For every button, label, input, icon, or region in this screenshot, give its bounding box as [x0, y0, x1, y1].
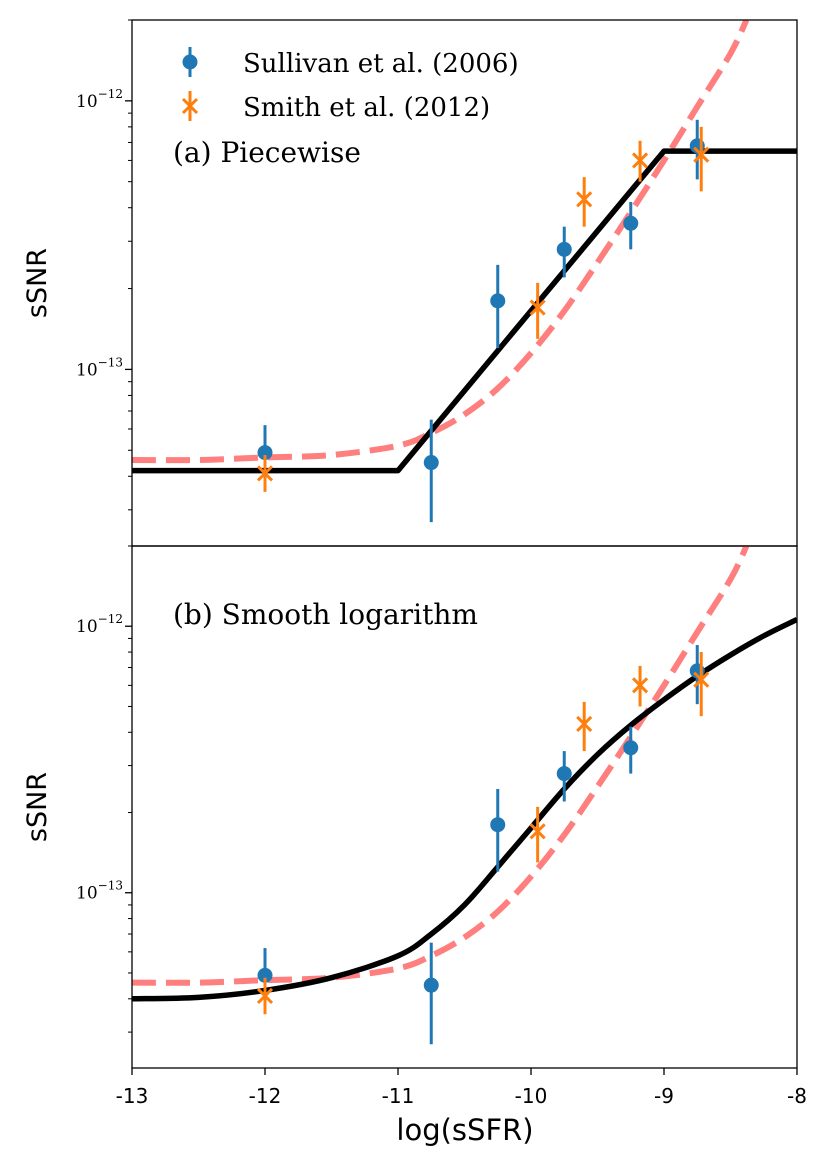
- reference-model-curve: [132, 20, 750, 464]
- sullivan-point: [257, 445, 273, 461]
- sullivan-point: [423, 455, 439, 471]
- y-tick-label-0: 10−12: [76, 612, 123, 637]
- y-tick-label-1: 10−13: [76, 879, 123, 904]
- x-tick-label: -12: [249, 1084, 282, 1108]
- y-tick-label-0: 10−12: [76, 87, 123, 112]
- sullivan-point: [556, 766, 572, 782]
- x-tick-label: -9: [654, 1084, 674, 1108]
- panel-b-label: (b) Smooth logarithm: [173, 598, 478, 631]
- panel-b-y-axis-label: sSNR: [22, 772, 53, 842]
- smith-point-stroke: [529, 299, 546, 316]
- smith-point: [631, 152, 649, 169]
- sullivan-point: [556, 241, 572, 257]
- smith-point-stroke: [631, 677, 649, 694]
- y-tick-label-1: 10−13: [76, 355, 123, 380]
- x-tick-label: -8: [787, 1084, 807, 1108]
- sullivan-point: [257, 967, 273, 983]
- smith-point: [631, 677, 649, 694]
- smith-point: [529, 299, 546, 316]
- panel-b-x-ticks: -13 -12 -11 -10 -9 -8: [116, 1068, 807, 1108]
- smith-point-stroke: [576, 715, 593, 732]
- reference-model-curve: [132, 546, 750, 986]
- legend: Sullivan et al. (2006) Smith et al. (201…: [181, 47, 519, 123]
- panel-a-y-axis-label: sSNR: [22, 248, 53, 318]
- panel-a-markers: [256, 119, 710, 523]
- panel-a: 10−12 10−13 sSNR (a) Piecewise Sullivan e…: [22, 19, 798, 547]
- panel-b-y-ticks: 10−12 10−13: [76, 545, 132, 1033]
- x-tick-label: -13: [116, 1084, 149, 1108]
- smith-point: [693, 146, 710, 163]
- sullivan-point: [623, 215, 639, 231]
- legend-sullivan-label: Sullivan et al. (2006): [243, 49, 519, 79]
- smith-point: [576, 715, 593, 732]
- sullivan-point: [623, 740, 639, 756]
- smith-point: [256, 987, 274, 1005]
- smith-point: [693, 671, 710, 688]
- x-axis-label: log(sSFR): [396, 1113, 533, 1147]
- smith-point-stroke: [529, 823, 546, 840]
- x-tick-label: -11: [382, 1084, 415, 1108]
- smith-point-stroke: [693, 671, 710, 688]
- smith-point-stroke: [631, 152, 649, 169]
- legend-smith-label: Smith et al. (2012): [243, 93, 490, 123]
- smith-point-stroke: [693, 146, 710, 163]
- panel-a-y-ticks: 10−12 10−13: [76, 19, 132, 511]
- smith-point: [529, 823, 546, 840]
- panel-b: 10−12 10−13 -13 -12 -11 -10 -9 -8 sSNR (b) Smo…: [22, 545, 807, 1147]
- smith-point-stroke: [256, 465, 274, 482]
- sullivan-point: [423, 977, 439, 993]
- sullivan-point: [490, 817, 506, 833]
- smith-point-stroke: [256, 987, 274, 1005]
- legend-sullivan-marker: [182, 47, 198, 77]
- legend-smith-marker: [181, 91, 199, 121]
- panel-b-markers: [256, 645, 710, 1045]
- panel-a-label: (a) Piecewise: [173, 136, 361, 169]
- smith-point-stroke: [576, 191, 593, 208]
- sullivan-point: [490, 293, 506, 309]
- smith-point: [576, 191, 593, 208]
- smith-point: [256, 465, 274, 482]
- panel-b-frame: [131, 545, 798, 1069]
- x-tick-label: -10: [515, 1084, 548, 1108]
